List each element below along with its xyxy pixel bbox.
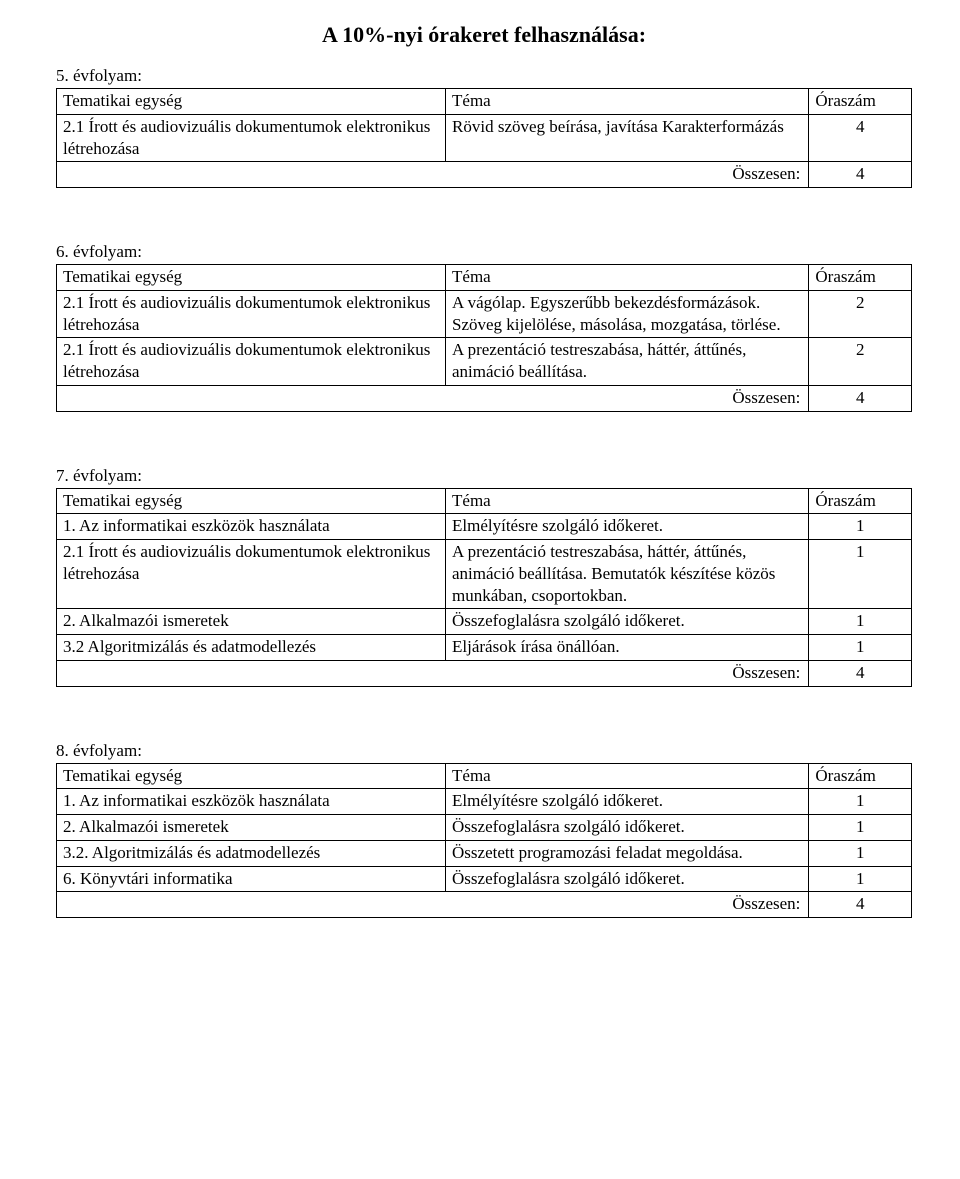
table-row: 2.1 Írott és audiovizuális dokumentumok … — [57, 114, 912, 162]
cell: 1 — [809, 866, 912, 892]
table-8: Tematikai egység Téma Óraszám 1. Az info… — [56, 763, 912, 919]
cell-empty — [57, 892, 446, 918]
sum-value: 4 — [809, 385, 912, 411]
col-header-oraszam: Óraszám — [809, 763, 912, 789]
cell: Összefoglalásra szolgáló időkeret. — [446, 866, 809, 892]
page-title: A 10%-nyi órakeret felhasználása: — [56, 22, 912, 48]
table-row: 2.1 Írott és audiovizuális dokumentumok … — [57, 290, 912, 338]
sum-value: 4 — [809, 892, 912, 918]
table-6: Tematikai egység Téma Óraszám 2.1 Írott … — [56, 264, 912, 412]
cell: 1 — [809, 789, 912, 815]
table-row: 3.2 Algoritmizálás és adatmodellezés Elj… — [57, 635, 912, 661]
cell: 2. Alkalmazói ismeretek — [57, 609, 446, 635]
col-header-oraszam: Óraszám — [809, 265, 912, 291]
col-header-tematikai: Tematikai egység — [57, 265, 446, 291]
cell: Eljárások írása önállóan. — [446, 635, 809, 661]
cell: 2 — [809, 290, 912, 338]
cell: 2. Alkalmazói ismeretek — [57, 815, 446, 841]
col-header-tema: Téma — [446, 89, 809, 115]
table-row: Tematikai egység Téma Óraszám — [57, 265, 912, 291]
table-5: Tematikai egység Téma Óraszám 2.1 Írott … — [56, 88, 912, 188]
col-header-tematikai: Tematikai egység — [57, 488, 446, 514]
cell: 1 — [809, 514, 912, 540]
section-5-label: 5. évfolyam: — [56, 66, 912, 86]
table-row: Összesen: 4 — [57, 660, 912, 686]
section-7-label: 7. évfolyam: — [56, 466, 912, 486]
col-header-tematikai: Tematikai egység — [57, 763, 446, 789]
sum-value: 4 — [809, 162, 912, 188]
cell: 1 — [809, 840, 912, 866]
cell-empty — [57, 660, 446, 686]
cell: 3.2. Algoritmizálás és adatmodellezés — [57, 840, 446, 866]
cell: 1 — [809, 635, 912, 661]
cell: A vágólap. Egyszerűbb bekezdésformázások… — [446, 290, 809, 338]
cell: Összefoglalásra szolgáló időkeret. — [446, 609, 809, 635]
table-row: 1. Az informatikai eszközök használata E… — [57, 514, 912, 540]
cell: A prezentáció testreszabása, háttér, átt… — [446, 540, 809, 609]
col-header-tema: Téma — [446, 763, 809, 789]
section-6-label: 6. évfolyam: — [56, 242, 912, 262]
sum-label: Összesen: — [446, 162, 809, 188]
table-row: 2. Alkalmazói ismeretek Összefoglalásra … — [57, 609, 912, 635]
table-row: 2.1 Írott és audiovizuális dokumentumok … — [57, 540, 912, 609]
table-row: 2.1 Írott és audiovizuális dokumentumok … — [57, 338, 912, 386]
cell: Elmélyítésre szolgáló időkeret. — [446, 789, 809, 815]
cell: Összetett programozási feladat megoldása… — [446, 840, 809, 866]
col-header-tema: Téma — [446, 488, 809, 514]
sum-value: 4 — [809, 660, 912, 686]
cell-empty — [57, 385, 446, 411]
cell: 4 — [809, 114, 912, 162]
table-row: 6. Könyvtári informatika Összefoglalásra… — [57, 866, 912, 892]
cell-empty — [57, 162, 446, 188]
cell: 1 — [809, 609, 912, 635]
table-7: Tematikai egység Téma Óraszám 1. Az info… — [56, 488, 912, 687]
table-row: Tematikai egység Téma Óraszám — [57, 89, 912, 115]
cell: 2.1 Írott és audiovizuális dokumentumok … — [57, 540, 446, 609]
col-header-oraszam: Óraszám — [809, 488, 912, 514]
cell: 2.1 Írott és audiovizuális dokumentumok … — [57, 114, 446, 162]
cell: 1. Az informatikai eszközök használata — [57, 789, 446, 815]
sum-label: Összesen: — [446, 892, 809, 918]
sum-label: Összesen: — [446, 660, 809, 686]
col-header-oraszam: Óraszám — [809, 89, 912, 115]
cell: 1. Az informatikai eszközök használata — [57, 514, 446, 540]
col-header-tematikai: Tematikai egység — [57, 89, 446, 115]
table-row: Tematikai egység Téma Óraszám — [57, 763, 912, 789]
cell: 2 — [809, 338, 912, 386]
cell: 1 — [809, 540, 912, 609]
cell: 2.1 Írott és audiovizuális dokumentumok … — [57, 290, 446, 338]
sum-label: Összesen: — [446, 385, 809, 411]
col-header-tema: Téma — [446, 265, 809, 291]
table-row: Összesen: 4 — [57, 892, 912, 918]
table-row: 1. Az informatikai eszközök használata E… — [57, 789, 912, 815]
cell: Elmélyítésre szolgáló időkeret. — [446, 514, 809, 540]
cell: 1 — [809, 815, 912, 841]
cell: A prezentáció testreszabása, háttér, átt… — [446, 338, 809, 386]
table-row: Összesen: 4 — [57, 162, 912, 188]
table-row: Összesen: 4 — [57, 385, 912, 411]
section-8-label: 8. évfolyam: — [56, 741, 912, 761]
table-row: 2. Alkalmazói ismeretek Összefoglalásra … — [57, 815, 912, 841]
cell: 3.2 Algoritmizálás és adatmodellezés — [57, 635, 446, 661]
cell: Rövid szöveg beírása, javítása Karakterf… — [446, 114, 809, 162]
table-row: 3.2. Algoritmizálás és adatmodellezés Ös… — [57, 840, 912, 866]
cell: Összefoglalásra szolgáló időkeret. — [446, 815, 809, 841]
cell: 6. Könyvtári informatika — [57, 866, 446, 892]
table-row: Tematikai egység Téma Óraszám — [57, 488, 912, 514]
cell: 2.1 Írott és audiovizuális dokumentumok … — [57, 338, 446, 386]
